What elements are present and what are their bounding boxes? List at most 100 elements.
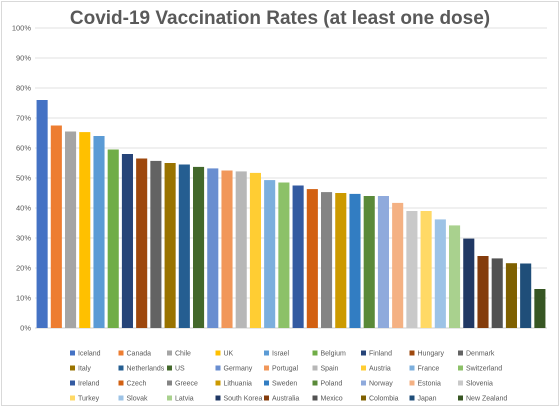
legend-swatch: [409, 395, 415, 401]
y-tick-label: 70%: [16, 114, 31, 123]
bar: [491, 258, 503, 328]
y-tick-label: 50%: [16, 174, 31, 183]
legend-label: Switzerland: [466, 366, 502, 373]
legend-label: Greece: [175, 381, 198, 388]
bar: [207, 168, 219, 328]
bar: [363, 196, 375, 328]
legend-label: Turkey: [78, 396, 100, 403]
bar: [79, 132, 91, 328]
bar: [36, 100, 48, 328]
bar: [463, 238, 475, 328]
legend-label: Netherlands: [127, 366, 165, 373]
legend-swatch: [361, 395, 366, 401]
legend-swatch: [264, 395, 269, 401]
bar: [534, 289, 546, 328]
legend-label: Slovenia: [466, 381, 493, 388]
legend-swatch: [215, 395, 221, 401]
legend-label: UK: [224, 351, 234, 358]
legend-label: Lithuania: [224, 381, 253, 388]
legend-swatch: [264, 380, 269, 386]
legend-label: Slovak: [127, 396, 149, 403]
bar: [121, 154, 133, 328]
bar: [249, 172, 261, 328]
y-tick-label: 10%: [16, 294, 31, 303]
legend-label: Norway: [369, 381, 393, 388]
legend-swatch: [409, 365, 415, 371]
legend-swatch: [361, 380, 366, 386]
legend-label: Australia: [272, 396, 299, 403]
legend-label: Israel: [272, 351, 290, 358]
legend-label: Estonia: [418, 381, 441, 388]
bar: [377, 196, 389, 328]
legend-swatch: [118, 380, 124, 386]
bar: [434, 219, 446, 328]
legend-label: Poland: [321, 381, 343, 388]
bar: [321, 192, 333, 328]
bar: [349, 193, 361, 328]
legend-swatch: [312, 350, 318, 356]
bar: [65, 131, 77, 328]
bar: [150, 160, 162, 328]
bar: [420, 211, 432, 328]
bar: [520, 263, 532, 328]
legend-swatch: [215, 365, 221, 371]
legend-swatch: [312, 365, 318, 371]
bar: [193, 166, 205, 328]
legend-label: Colombia: [369, 396, 399, 403]
bar: [505, 263, 517, 328]
legend-swatch: [118, 395, 124, 401]
legend-swatch: [167, 395, 172, 401]
legend-swatch: [70, 395, 75, 401]
y-tick-label: 40%: [16, 204, 31, 213]
y-tick-label: 80%: [16, 84, 31, 93]
legend-swatch: [118, 350, 124, 356]
legend-label: Finland: [369, 351, 392, 358]
legend-swatch: [312, 395, 318, 401]
y-tick-label: 30%: [16, 234, 31, 243]
legend-swatch: [215, 380, 221, 386]
legend-label: US: [175, 366, 185, 373]
bar: [136, 158, 148, 328]
bar: [392, 202, 404, 328]
legend-label: France: [418, 366, 440, 373]
bar: [221, 170, 233, 328]
y-tick-label: 20%: [16, 264, 31, 273]
legend-label: Germany: [224, 366, 253, 373]
bar: [107, 149, 119, 328]
legend-label: Austria: [369, 366, 391, 373]
legend-label: Denmark: [466, 351, 495, 358]
legend-swatch: [167, 365, 172, 371]
legend-swatch: [167, 350, 172, 356]
legend-swatch: [361, 350, 366, 356]
legend-label: Sweden: [272, 381, 297, 388]
legend-label: Japan: [418, 396, 437, 403]
legend-label: Czech: [127, 381, 147, 388]
legend-label: Portugal: [272, 366, 299, 373]
legend-label: Canada: [127, 351, 152, 358]
bar: [278, 182, 290, 328]
legend-label: New Zealand: [466, 396, 507, 403]
bar: [477, 256, 489, 328]
bar: [93, 136, 105, 328]
chart-title: Covid-19 Vaccination Rates (at least one…: [69, 8, 491, 29]
legend-label: Mexico: [321, 396, 343, 403]
bar: [306, 189, 318, 328]
legend-swatch: [458, 395, 463, 401]
legend-swatch: [312, 380, 318, 386]
legend-swatch: [70, 380, 75, 386]
legend-swatch: [409, 380, 415, 386]
legend-label: Hungary: [418, 351, 445, 358]
legend-swatch: [70, 350, 75, 356]
bar: [178, 164, 190, 328]
legend-label: South Korea: [224, 396, 263, 403]
bar: [335, 193, 347, 328]
legend-label: Iceland: [78, 351, 101, 358]
legend-label: Belgium: [321, 351, 346, 358]
legend-swatch: [264, 350, 269, 356]
y-tick-label: 0%: [20, 324, 31, 333]
legend-label: Spain: [321, 366, 339, 373]
bar: [292, 185, 304, 328]
y-tick-label: 60%: [16, 144, 31, 153]
